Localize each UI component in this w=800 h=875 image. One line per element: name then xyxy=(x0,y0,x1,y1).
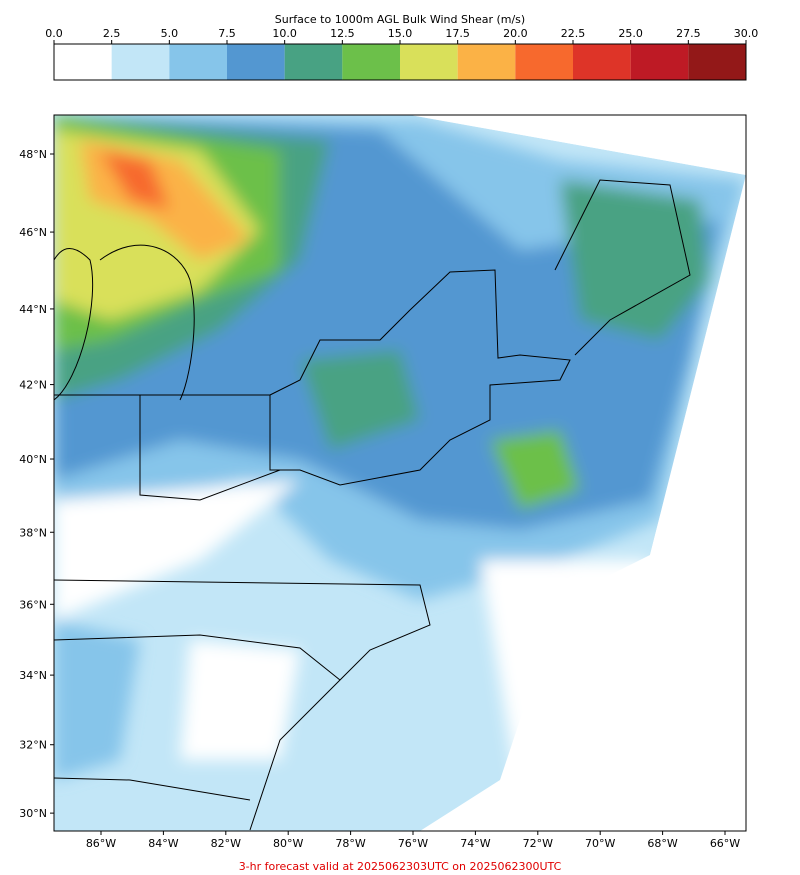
colorbar-segment xyxy=(342,44,400,80)
colorbar-tick-label: 22.5 xyxy=(561,27,586,40)
colorbar-tick-label: 17.5 xyxy=(445,27,470,40)
colorbar-segment xyxy=(284,44,343,80)
map-axes: 48°N 46°N 44°N 42°N 40°N 38°N 36°N 34°N 32°N 30°N… xyxy=(19,148,740,850)
lat-tick-label: 42°N xyxy=(19,379,47,392)
colorbar: 0.0 2.5 5.0 7.5 10.0 12.5 15.0 17.5 20.0 22.5 25.0… xyxy=(45,27,759,81)
lon-tick-label: 72°W xyxy=(523,837,553,850)
colorbar-tick-label: 0.0 xyxy=(45,27,63,40)
colorbar-segment xyxy=(515,44,573,80)
footer: 3-hr forecast valid at 2025062303UTC on … xyxy=(239,860,562,873)
colorbar-tick-label: 20.0 xyxy=(503,27,528,40)
lon-tick-label: 86°W xyxy=(86,837,116,850)
lat-tick-label: 38°N xyxy=(19,526,47,539)
colorbar-tick-label: 25.0 xyxy=(618,27,643,40)
lon-tick-label: 82°W xyxy=(211,837,241,850)
colorbar-segment xyxy=(573,44,631,80)
lon-tick-label: 66°W xyxy=(710,837,740,850)
lat-tick-label: 40°N xyxy=(19,453,47,466)
lon-tick-label: 84°W xyxy=(148,837,178,850)
lat-tick-label: 48°N xyxy=(19,148,47,161)
lat-tick-label: 44°N xyxy=(19,303,47,316)
colorbar-segment xyxy=(457,44,516,80)
colorbar-segment xyxy=(169,44,227,80)
colorbar-tick-label: 15.0 xyxy=(388,27,413,40)
colorbar-tick-label: 10.0 xyxy=(272,27,297,40)
colorbar-segment xyxy=(54,44,112,80)
colorbar-tick-label: 5.0 xyxy=(161,27,179,40)
colorbar-segment xyxy=(227,44,285,80)
colorbar-title: Surface to 1000m AGL Bulk Wind Shear (m/… xyxy=(275,13,525,26)
colorbar-tick-label: 7.5 xyxy=(218,27,236,40)
lat-tick-label: 32°N xyxy=(19,739,47,752)
colorbar-tick-label: 30.0 xyxy=(734,27,759,40)
colorbar-tick-label: 12.5 xyxy=(330,27,355,40)
colorbar-tick-label: 2.5 xyxy=(103,27,121,40)
colorbar-tick-label: 27.5 xyxy=(676,27,701,40)
lon-tick-label: 74°W xyxy=(460,837,490,850)
map-frame xyxy=(53,114,747,832)
lon-tick-label: 76°W xyxy=(398,837,428,850)
lon-tick-label: 68°W xyxy=(647,837,677,850)
colorbar-segment xyxy=(630,44,689,80)
lat-tick-label: 34°N xyxy=(19,669,47,682)
lon-tick-label: 70°W xyxy=(585,837,615,850)
colorbar-segment xyxy=(688,44,746,80)
colorbar-segment xyxy=(111,44,170,80)
lon-tick-label: 78°W xyxy=(335,837,365,850)
map-field xyxy=(54,115,746,831)
lat-tick-label: 36°N xyxy=(19,598,47,611)
colorbar-segment xyxy=(400,44,458,80)
lon-tick-label: 80°W xyxy=(273,837,303,850)
lat-tick-label: 46°N xyxy=(19,226,47,239)
lat-tick-label: 30°N xyxy=(19,807,47,820)
